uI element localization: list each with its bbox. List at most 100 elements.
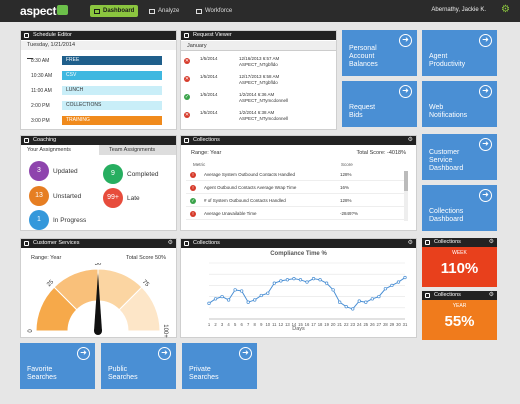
- request-row[interactable]: ✓ 1/5/2014 1/2/2014 6:36 AM ASPECT_NTymcd…: [184, 92, 289, 103]
- panel-header: Collections ⚙: [181, 239, 416, 248]
- x-axis-label: Days: [292, 326, 305, 332]
- nav-dashboard[interactable]: Dashboard: [90, 5, 139, 17]
- tab-team-assignments[interactable]: Team Assignments: [99, 145, 176, 155]
- private-searches-tile[interactable]: ➜ Private Searches: [182, 343, 257, 389]
- top-bar: aspect Dashboard Analyze Workforce Abern…: [0, 0, 520, 22]
- request-icon: [184, 33, 189, 38]
- data-point: [213, 297, 218, 301]
- schedule-editor-panel: Schedule Editor Tuesday, 1/21/2014 8:30 …: [20, 30, 177, 130]
- schedule-row[interactable]: 3:00 PM TRAINING: [25, 116, 165, 125]
- schedule-row[interactable]: 11:00 AM LUNCH: [25, 86, 165, 95]
- aspect-logo[interactable]: aspect: [20, 4, 69, 18]
- collections-icon: [425, 240, 430, 245]
- x-tick-label: 27: [377, 322, 382, 327]
- metric-row[interactable]: ! Agent Outbound Contacts Average Wrap Ti…: [186, 182, 408, 194]
- unstarted-count[interactable]: 13: [29, 186, 49, 206]
- gear-icon[interactable]: ⚙: [488, 239, 494, 245]
- x-tick-label: 31: [403, 322, 408, 327]
- data-point: [298, 278, 303, 282]
- metric-row[interactable]: ! Average System Outbound Contacts Handle…: [186, 169, 408, 181]
- nav-analyze[interactable]: Analyze: [145, 5, 183, 17]
- nav-workforce[interactable]: Workforce: [192, 5, 236, 17]
- in-progress-count[interactable]: 1: [29, 210, 49, 230]
- agent-productivity-tile[interactable]: ➜ Agent Productivity: [422, 30, 497, 76]
- gauge-needle: [94, 273, 102, 331]
- gear-icon[interactable]: ⚙: [167, 240, 173, 246]
- gauge-tick-label: 75: [141, 279, 150, 288]
- data-point: [226, 298, 231, 302]
- in-progress-label: In Progress: [53, 217, 87, 224]
- arrow-right-icon: ➜: [479, 138, 492, 151]
- total-score: Total Score 50%: [125, 255, 166, 261]
- gauge-tick-label: 25: [46, 279, 55, 288]
- scrollbar-thumb[interactable]: [404, 171, 408, 191]
- gear-icon[interactable]: ⚙: [407, 137, 413, 143]
- schedule-row[interactable]: 8:30 AM FREE: [25, 56, 165, 65]
- kpi-year-panel: Collections ⚙ YEAR 55%: [422, 291, 497, 340]
- rejected-icon: ✕: [184, 76, 190, 82]
- late-count[interactable]: 99+: [103, 188, 123, 208]
- metric-row[interactable]: ! Average Unavailable Time -2849?%: [186, 208, 408, 220]
- customer-service-dashboard-tile[interactable]: ➜ Customer Service Dashboard: [422, 134, 497, 180]
- data-point: [220, 294, 224, 299]
- workforce-icon: [196, 8, 202, 14]
- approved-icon: ✓: [184, 94, 190, 100]
- favorite-searches-tile[interactable]: ➜ Favorite Searches: [20, 343, 95, 389]
- x-tick-label: 8: [254, 322, 257, 327]
- collections-icon: [184, 241, 189, 246]
- data-point: [246, 300, 250, 304]
- x-tick-label: 7: [247, 322, 250, 327]
- web-notifications-tile[interactable]: ➜ Web Notifications: [422, 81, 497, 127]
- arrow-right-icon: ➜: [399, 34, 412, 47]
- updated-count[interactable]: 3: [29, 161, 49, 181]
- kpi-week-value[interactable]: WEEK 110%: [422, 247, 497, 287]
- request-bids-tile[interactable]: ➜ Request Bids: [342, 81, 417, 127]
- customer-icon: [24, 241, 29, 246]
- compliance-line-chart: 1 2 3 4 5 6 7 8 9 10 11 12 13 14 15 16 17 18 19 20 21 22 23 24 2…: [207, 262, 408, 327]
- collections-icon: [184, 138, 189, 143]
- rejected-icon: ✕: [184, 58, 190, 64]
- collections-icon: [425, 293, 430, 298]
- schedule-row[interactable]: 2:00 PM COLLECTIONS: [25, 101, 165, 110]
- request-row[interactable]: ✕ 1/5/2014 12/16/2013 6:57 AM ASPECT_NTgb…: [184, 56, 280, 67]
- gear-icon[interactable]: ⚙: [501, 4, 510, 15]
- x-tick-label: 22: [344, 322, 349, 327]
- gear-icon[interactable]: ⚙: [407, 240, 413, 246]
- tab-your-assignments[interactable]: Your Assignments: [21, 145, 99, 155]
- data-point: [396, 280, 401, 284]
- data-point: [292, 277, 296, 281]
- panel-header: Collections ⚙: [422, 291, 497, 300]
- x-tick-label: 28: [383, 322, 388, 327]
- data-point: [357, 299, 361, 303]
- completed-count[interactable]: 9: [103, 164, 123, 184]
- metric-row[interactable]: ✓ # of System Outbound Contacts Handled 12…: [186, 195, 408, 207]
- schedule-row[interactable]: 10:30 AM CSV: [25, 71, 165, 80]
- x-tick-label: 5: [234, 322, 237, 327]
- arrow-right-icon: ➜: [479, 189, 492, 202]
- panel-header: Customer Services ⚙: [21, 239, 176, 248]
- range-label: Range: Year: [31, 255, 62, 261]
- data-point: [344, 305, 348, 309]
- x-tick-label: 3: [221, 322, 224, 327]
- user-name[interactable]: Abernathy, Jackie K.: [431, 7, 486, 13]
- request-row[interactable]: ✕ 1/5/2014 1/2/2014 6:38 AM ASPECT_NTymcd…: [184, 110, 289, 121]
- gauge-tick-label: 0: [28, 329, 34, 333]
- customer-services-panel: Customer Services ⚙ Range: Year Total Sco…: [20, 238, 177, 338]
- x-tick-label: 10: [265, 322, 270, 327]
- public-searches-tile[interactable]: ➜ Public Searches: [101, 343, 176, 389]
- panel-header: Coaching: [21, 136, 176, 145]
- data-point: [370, 297, 374, 301]
- kpi-year-value[interactable]: YEAR 55%: [422, 300, 497, 340]
- x-tick-label: 20: [331, 322, 336, 327]
- personal-account-balances-tile[interactable]: ➜ Personal Account Balances: [342, 30, 417, 76]
- collections-dashboard-tile[interactable]: ➜ Collections Dashboard: [422, 185, 497, 231]
- gear-icon[interactable]: ⚙: [488, 292, 494, 298]
- request-row[interactable]: ✕ 1/5/2014 12/17/2013 6:58 AM ASPECT_NTgb…: [184, 74, 280, 85]
- data-point: [390, 283, 394, 288]
- data-point: [311, 277, 316, 281]
- x-tick-label: 4: [227, 322, 230, 327]
- coaching-panel: Coaching Your Assignments Team Assignmen…: [20, 135, 177, 231]
- scrollbar[interactable]: [404, 171, 408, 221]
- schedule-date: Tuesday, 1/21/2014: [21, 41, 176, 50]
